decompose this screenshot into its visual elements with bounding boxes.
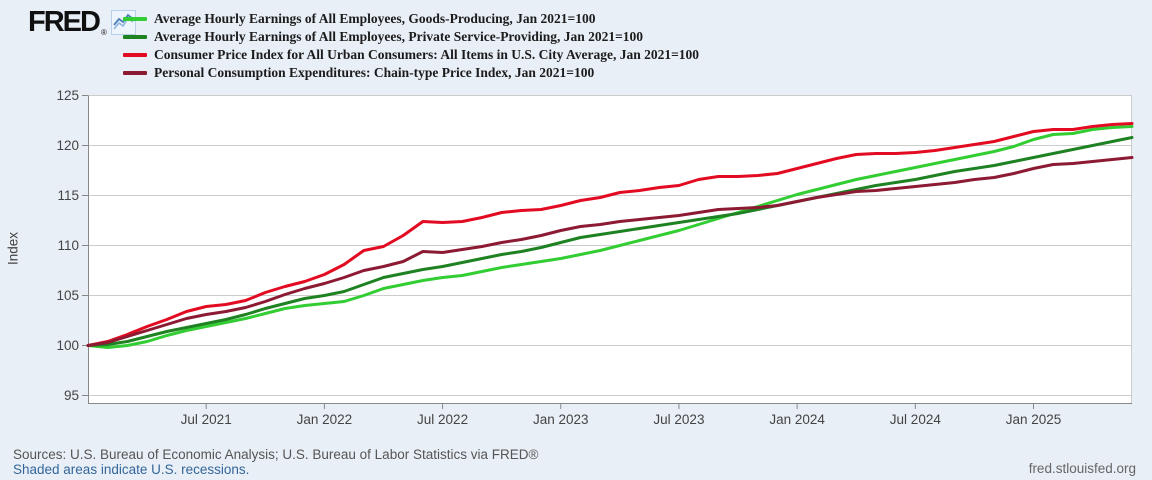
recessions-note-link[interactable]: Shaded areas indicate U.S. recessions. xyxy=(13,462,250,477)
series-line-3 xyxy=(86,156,1134,347)
legend-item: Average Hourly Earnings of All Employees… xyxy=(123,10,699,28)
x-tick-label: Jan 2023 xyxy=(533,412,589,427)
y-tick-label: 125 xyxy=(56,88,79,103)
x-tick-label: Jul 2024 xyxy=(890,412,942,427)
legend-line-swatch xyxy=(123,53,147,57)
series-line-2 xyxy=(86,122,1134,347)
chart-legend: Average Hourly Earnings of All Employees… xyxy=(123,10,699,82)
x-tick-label: Jan 2025 xyxy=(1006,412,1062,427)
series-line-1 xyxy=(86,136,1134,347)
legend-line-swatch xyxy=(123,71,147,75)
registered-mark: ® xyxy=(100,28,107,37)
series-line-0 xyxy=(86,125,1134,349)
sources-text: Sources: U.S. Bureau of Economic Analysi… xyxy=(13,447,539,462)
legend-item: Consumer Price Index for All Urban Consu… xyxy=(123,46,699,64)
y-tick-label: 95 xyxy=(64,388,79,403)
legend-line-swatch xyxy=(123,35,147,39)
legend-item-label: Average Hourly Earnings of All Employees… xyxy=(154,29,644,44)
y-tick-label: 100 xyxy=(56,338,79,353)
x-tick-label: Jul 2023 xyxy=(653,412,704,427)
x-tick-label: Jan 2024 xyxy=(769,412,825,427)
legend-item: Average Hourly Earnings of All Employees… xyxy=(123,28,699,46)
fred-site-link[interactable]: fred.stlouisfed.org xyxy=(1028,461,1136,476)
x-tick-label: Jul 2021 xyxy=(181,412,232,427)
legend-item-label: Personal Consumption Expenditures: Chain… xyxy=(154,65,595,80)
y-tick-label: 115 xyxy=(57,188,79,203)
legend-item-label: Average Hourly Earnings of All Employees… xyxy=(154,11,596,26)
x-tick-label: Jan 2022 xyxy=(297,412,353,427)
legend-line-swatch xyxy=(123,17,147,21)
legend-item-label: Consumer Price Index for All Urban Consu… xyxy=(154,47,700,62)
y-tick-label: 120 xyxy=(56,138,79,153)
fred-logo[interactable]: FRED ® xyxy=(28,8,136,40)
x-tick-label: Jul 2022 xyxy=(417,412,468,427)
legend-item: Personal Consumption Expenditures: Chain… xyxy=(123,64,699,82)
fred-logo-text: FRED xyxy=(28,6,101,38)
y-tick-label: 105 xyxy=(56,288,79,303)
y-tick-label: 110 xyxy=(57,238,79,253)
